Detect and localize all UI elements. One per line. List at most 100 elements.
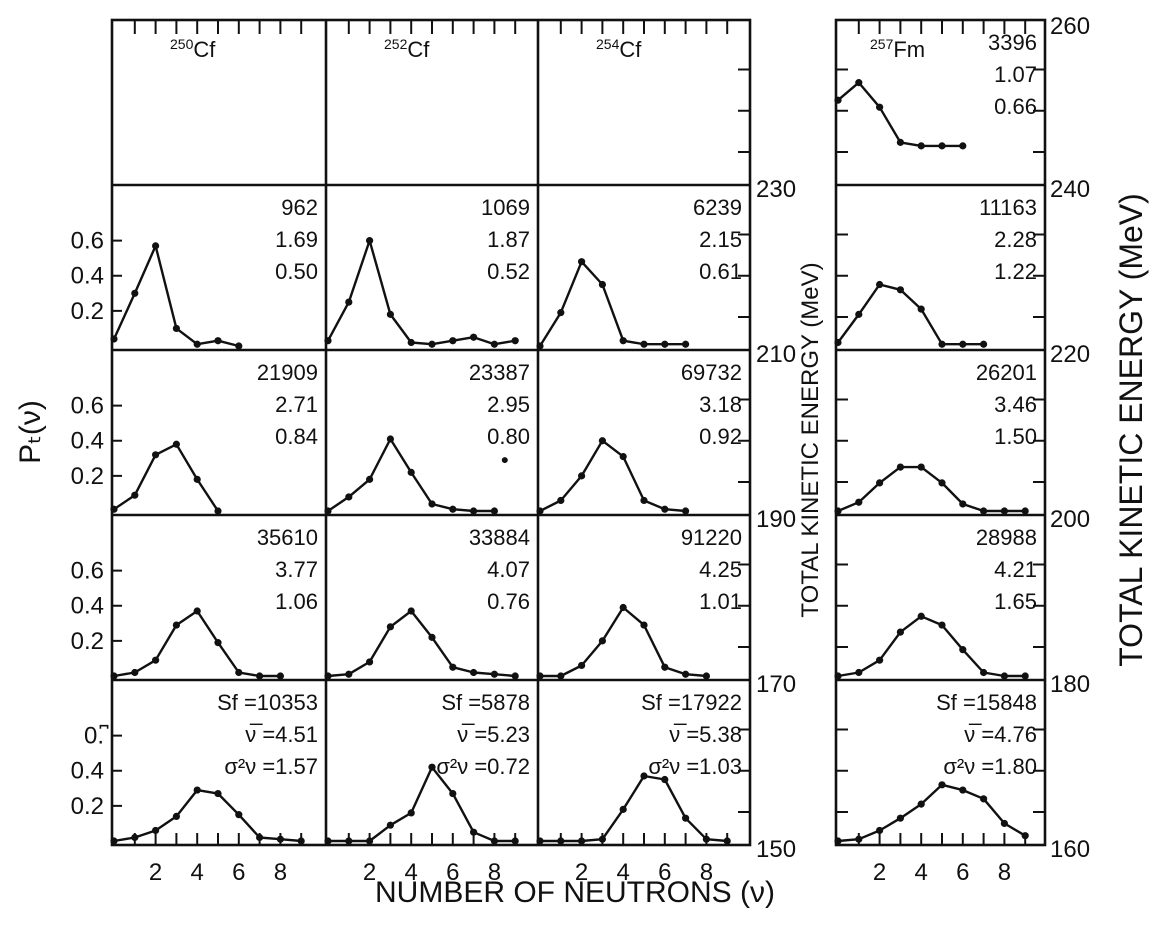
data-point bbox=[640, 340, 648, 348]
data-point bbox=[959, 646, 967, 654]
panel-info-text: 1.50 bbox=[994, 424, 1037, 449]
data-point bbox=[407, 607, 415, 615]
data-point bbox=[152, 656, 160, 664]
data-point bbox=[855, 835, 863, 843]
data-point bbox=[511, 837, 519, 845]
data-point bbox=[1000, 507, 1009, 515]
data-point bbox=[1021, 507, 1029, 515]
y-tick-label: 0.4 bbox=[71, 263, 104, 290]
data-point bbox=[366, 837, 374, 845]
panel-info-text: 1.22 bbox=[994, 259, 1037, 284]
panel-info-text: 1.06 bbox=[275, 589, 318, 614]
panel-info-text: Sf =15848 bbox=[936, 690, 1037, 715]
data-point bbox=[172, 812, 180, 821]
tke-tick-label: 180 bbox=[1050, 671, 1090, 698]
data-point bbox=[366, 237, 374, 245]
data-point bbox=[235, 668, 243, 677]
data-point bbox=[501, 457, 508, 464]
x-tick-label: 4 bbox=[617, 859, 630, 886]
data-point bbox=[297, 837, 305, 845]
data-point bbox=[256, 672, 264, 680]
data-point bbox=[490, 670, 498, 678]
x-tick-label: 4 bbox=[915, 859, 928, 886]
data-point bbox=[345, 670, 353, 678]
data-point bbox=[1000, 819, 1009, 828]
panel-info-text: 33884 bbox=[469, 525, 530, 550]
data-point bbox=[938, 781, 946, 789]
data-point bbox=[490, 837, 498, 845]
panel-info-text: 0.66 bbox=[994, 94, 1037, 119]
californium-frame bbox=[110, 18, 752, 847]
data-point bbox=[449, 789, 457, 798]
data-point bbox=[172, 621, 180, 629]
data-point bbox=[876, 826, 884, 835]
data-point bbox=[959, 786, 967, 794]
data-point bbox=[917, 612, 925, 620]
data-point bbox=[1021, 832, 1029, 840]
panel-info-text: 1.65 bbox=[994, 589, 1037, 614]
panel-info-text: 26201 bbox=[976, 360, 1037, 385]
text-labels: NUMBER OF NEUTRONS (ν) Pₜ(ν) TOTAL KINET… bbox=[14, 13, 1149, 909]
panel-info-text: 3396 bbox=[988, 30, 1037, 55]
data-point bbox=[598, 637, 607, 645]
data-point bbox=[386, 821, 394, 829]
fermium-frame bbox=[834, 18, 1047, 847]
x-tick-label: 6 bbox=[446, 859, 459, 886]
data-point bbox=[938, 142, 946, 150]
isotope-label: 254Cf bbox=[596, 36, 642, 62]
distribution-line bbox=[113, 443, 220, 512]
data-point bbox=[470, 828, 478, 836]
data-point bbox=[917, 305, 925, 313]
panel-info-text: 1.07 bbox=[994, 62, 1037, 87]
distribution-line bbox=[327, 609, 516, 678]
data-point bbox=[110, 335, 118, 343]
y-tick-label: 0.2 bbox=[71, 793, 104, 820]
tke-axis-label-outer: TOTAL KINETIC ENERGY (MeV) bbox=[1113, 193, 1149, 667]
y-axis-label: Pₜ(ν) bbox=[14, 400, 47, 464]
data-point bbox=[938, 621, 946, 629]
data-point bbox=[855, 79, 863, 87]
data-point bbox=[682, 670, 690, 678]
panel-info-text: ν̅ =5.23 bbox=[457, 722, 530, 747]
data-point bbox=[619, 603, 627, 612]
data-point bbox=[449, 663, 457, 671]
data-point bbox=[980, 507, 988, 515]
data-point bbox=[345, 837, 353, 845]
data-point bbox=[896, 286, 905, 294]
data-point bbox=[896, 138, 905, 146]
panel-info-text: 35610 bbox=[257, 525, 318, 550]
panel-info-text: 2.71 bbox=[275, 392, 318, 417]
tke-tick-label: 240 bbox=[1050, 176, 1090, 203]
data-point bbox=[470, 507, 478, 515]
tke-tick-label: 200 bbox=[1050, 506, 1090, 533]
panel-info-text: 1.01 bbox=[699, 589, 742, 614]
panel-info-text: 2.28 bbox=[994, 227, 1037, 252]
panel-info-text: 21909 bbox=[257, 360, 318, 385]
data-point bbox=[834, 507, 842, 515]
x-tick-label: 6 bbox=[658, 859, 671, 886]
data-point bbox=[235, 811, 243, 819]
data-point bbox=[428, 763, 436, 771]
isotope-label: 250Cf bbox=[170, 36, 216, 62]
data-point bbox=[428, 633, 436, 641]
data-point bbox=[214, 639, 222, 647]
data-point bbox=[366, 658, 374, 666]
distribution-line bbox=[837, 783, 1026, 843]
data-point bbox=[682, 814, 690, 822]
x-tick-label: 2 bbox=[363, 859, 376, 886]
data-point bbox=[214, 507, 222, 515]
data-point bbox=[834, 837, 842, 845]
panel-info-text: 962 bbox=[281, 195, 318, 220]
distribution-line bbox=[837, 615, 1026, 678]
data-point bbox=[276, 835, 284, 843]
y-tick-label: 0.4 bbox=[71, 428, 104, 455]
panel-frames bbox=[110, 18, 1047, 847]
data-point bbox=[834, 672, 842, 680]
data-point bbox=[131, 833, 139, 842]
x-tick-label: 2 bbox=[873, 859, 886, 886]
data-point bbox=[619, 805, 627, 813]
data-point bbox=[470, 668, 478, 677]
tke-tick-label: 150 bbox=[756, 836, 796, 863]
data-point bbox=[959, 340, 967, 348]
data-point bbox=[511, 672, 519, 680]
